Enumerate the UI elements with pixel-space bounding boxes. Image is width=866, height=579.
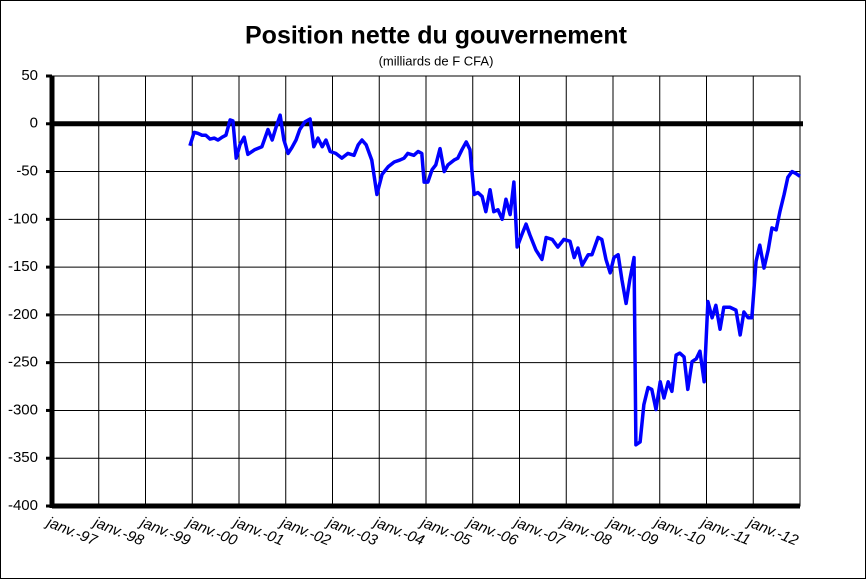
y-tick-label: -150 xyxy=(8,258,38,275)
y-tick-label: -200 xyxy=(8,306,38,323)
data-line xyxy=(188,113,801,447)
chart-title: Position nette du gouvernement xyxy=(245,22,628,50)
y-tick-label: 0 xyxy=(30,115,38,132)
y-tick-label: -250 xyxy=(8,354,38,371)
y-tick-label: -350 xyxy=(8,449,38,466)
y-tick-label: -300 xyxy=(8,401,38,418)
y-tick-label: 50 xyxy=(21,67,38,84)
chart-subtitle: (milliards de F CFA) xyxy=(379,53,494,68)
y-tick-label: -50 xyxy=(16,163,38,180)
y-tick-label: -100 xyxy=(8,210,38,227)
y-tick-label: -400 xyxy=(8,497,38,514)
